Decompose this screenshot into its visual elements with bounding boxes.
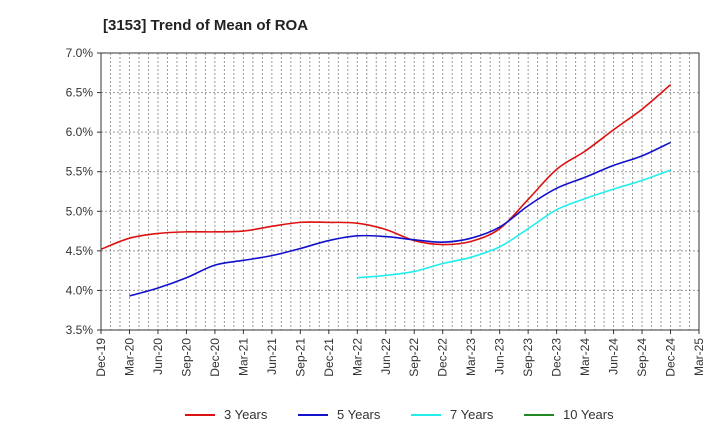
series-lines	[100, 84, 672, 297]
x-tick-label: Mar-21	[236, 338, 250, 376]
y-tick-label: 5.5%	[66, 165, 94, 179]
x-tick-label: Sep-21	[293, 338, 307, 377]
y-tick-label: 5.0%	[66, 204, 94, 218]
y-tick-label: 6.5%	[66, 86, 94, 100]
x-tick-label: Jun-24	[607, 338, 621, 375]
x-tick-label: Sep-24	[635, 338, 649, 377]
x-tick-label: Jun-23	[493, 338, 507, 375]
y-tick-label: 4.5%	[66, 244, 94, 258]
x-tick-label: Jun-20	[151, 338, 165, 375]
x-tick-label: Jun-22	[379, 338, 393, 375]
plot-area	[101, 53, 699, 330]
x-tick-label: Mar-25	[692, 338, 706, 376]
y-axis: 3.5% 4.0% 4.5% 5.0% 5.5% 6.0% 6.5% 7.0%	[66, 46, 101, 337]
x-axis: Dec-19 Mar-20 Jun-20 Sep-20 Dec-20 Mar-21 Jun-…	[94, 330, 706, 377]
y-tick-label: 6.0%	[66, 125, 94, 139]
x-tick-label: Mar-20	[122, 338, 136, 376]
x-tick-label: Mar-23	[464, 338, 478, 376]
series-line-3-years	[100, 84, 672, 251]
x-tick-label: Jun-21	[265, 338, 279, 375]
x-tick-label: Sep-23	[521, 338, 535, 377]
legend-label-10-years: 10 Years	[563, 407, 614, 422]
y-tick-label: 3.5%	[66, 323, 94, 337]
series-line-5-years	[129, 141, 671, 297]
x-tick-label: Dec-22	[436, 338, 450, 377]
x-tick-label: Dec-24	[664, 338, 678, 377]
x-tick-label: Dec-19	[94, 338, 108, 377]
legend-label-3-years: 3 Years	[224, 407, 268, 422]
y-tick-label: 7.0%	[66, 46, 94, 60]
x-tick-label: Mar-24	[578, 338, 592, 376]
x-tick-label: Mar-22	[350, 338, 364, 376]
chart-title: [3153] Trend of Mean of ROA	[103, 17, 308, 34]
x-tick-label: Dec-20	[208, 338, 222, 377]
plot-frame	[100, 52, 700, 331]
x-tick-label: Dec-23	[550, 338, 564, 377]
x-tick-label: Sep-20	[179, 338, 193, 377]
y-tick-label: 4.0%	[66, 283, 94, 297]
legend: 3 Years 5 Years 7 Years 10 Years	[185, 407, 614, 422]
legend-label-5-years: 5 Years	[337, 407, 381, 422]
legend-label-7-years: 7 Years	[450, 407, 494, 422]
x-tick-label: Dec-21	[322, 338, 336, 377]
x-tick-label: Sep-22	[407, 338, 421, 377]
series-line-7-years	[357, 169, 671, 279]
